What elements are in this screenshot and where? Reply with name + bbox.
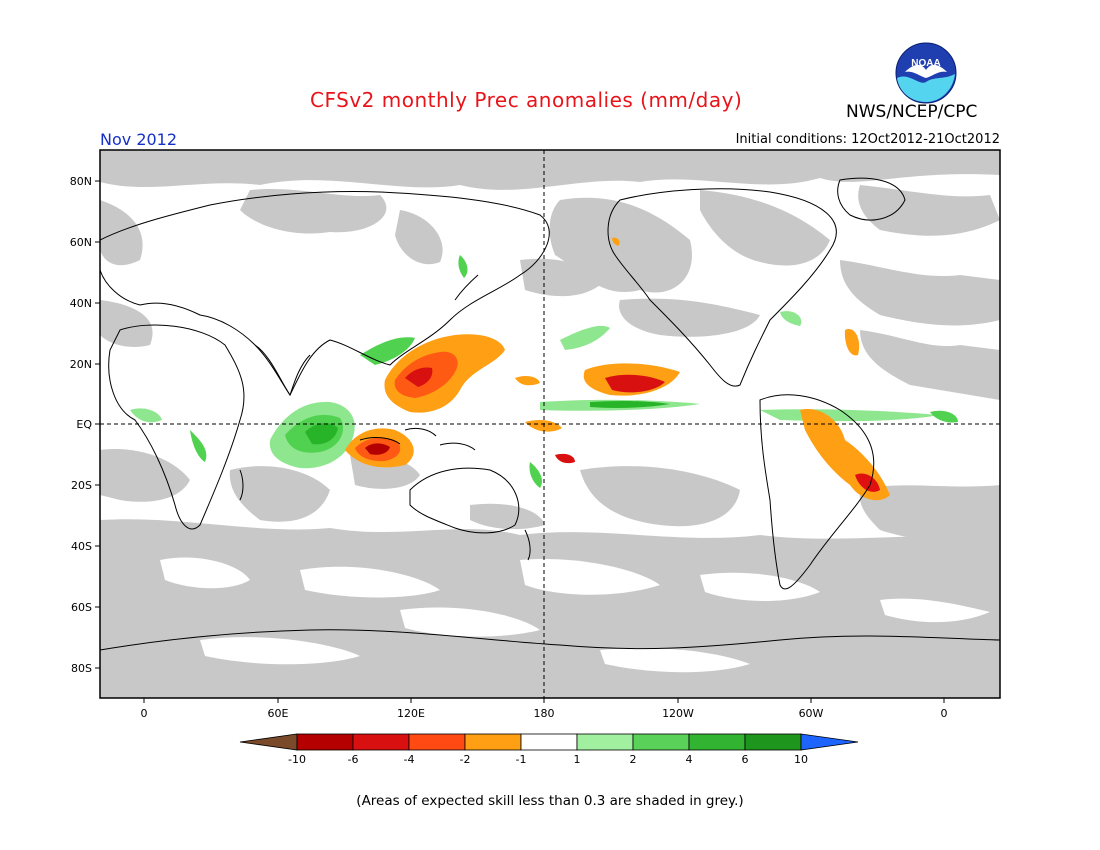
skill-holes: [145, 376, 990, 673]
lon-label-180: 180: [534, 707, 555, 720]
agency-label: NWS/NCEP/CPC: [846, 102, 978, 122]
legend-label-6: 6: [742, 753, 749, 766]
lon-label-0-right: 0: [941, 707, 948, 720]
grey-skill-mask: [100, 150, 1000, 698]
legend-bin-3: [408, 733, 466, 751]
lat-label-80s: 80S: [71, 662, 92, 675]
dry-anomalies: [345, 237, 890, 501]
initial-conditions: Initial conditions: 12Oct2012-21Oct2012: [735, 132, 1000, 147]
legend-label-4: 4: [686, 753, 693, 766]
lat-label-40s: 40S: [71, 540, 92, 553]
legend-label-minus6: -6: [348, 753, 359, 766]
lon-label-60e: 60E: [268, 707, 289, 720]
lat-label-20s: 20S: [71, 479, 92, 492]
legend-label-minus4: -4: [404, 753, 415, 766]
lat-label-60s: 60S: [71, 601, 92, 614]
lat-label-20n: 20N: [70, 358, 92, 371]
lat-label-40n: 40N: [70, 297, 92, 310]
lon-label-120e: 120E: [397, 707, 425, 720]
legend-bin-1: [296, 733, 354, 751]
legend-bin-gt-10: [800, 733, 859, 751]
logo-text: NOAA: [911, 58, 940, 69]
color-legend: -10 -6 -4 -2 -1 1 2 4 6 10: [239, 733, 859, 766]
lon-label-0-left: 0: [141, 707, 148, 720]
legend-label-2: 2: [630, 753, 637, 766]
coastlines: [100, 177, 1000, 651]
legend-bin-lt-minus10: [239, 733, 298, 751]
legend-label-minus2: -2: [460, 753, 471, 766]
lat-label-60n: 60N: [70, 236, 92, 249]
legend-bin-4: [464, 733, 522, 751]
footnote: (Areas of expected skill less than 0.3 a…: [356, 793, 744, 809]
lat-label-80n: 80N: [70, 175, 92, 188]
legend-bin-8: [688, 733, 746, 751]
lat-axis: 80N 60N 40N 20N EQ 20S 40S 60S 80S: [70, 175, 100, 675]
legend-label-minus10: -10: [288, 753, 306, 766]
legend-label-10: 10: [794, 753, 808, 766]
lat-label-eq: EQ: [76, 418, 92, 431]
noaa-logo: NOAA: [895, 42, 957, 104]
lon-label-60w: 60W: [799, 707, 824, 720]
legend-bin-5: [520, 733, 578, 751]
valid-month: Nov 2012: [100, 130, 178, 149]
lon-label-120w: 120W: [662, 707, 694, 720]
legend-bin-9: [744, 733, 802, 751]
legend-label-1: 1: [574, 753, 581, 766]
legend-bin-2: [352, 733, 410, 751]
legend-bin-6: [576, 733, 634, 751]
lon-axis: 0 60E 120E 180 120W 60W 0: [141, 698, 948, 720]
legend-label-minus1: -1: [516, 753, 527, 766]
legend-bin-7: [632, 733, 690, 751]
figure-title: CFSv2 monthly Prec anomalies (mm/day): [310, 88, 743, 112]
